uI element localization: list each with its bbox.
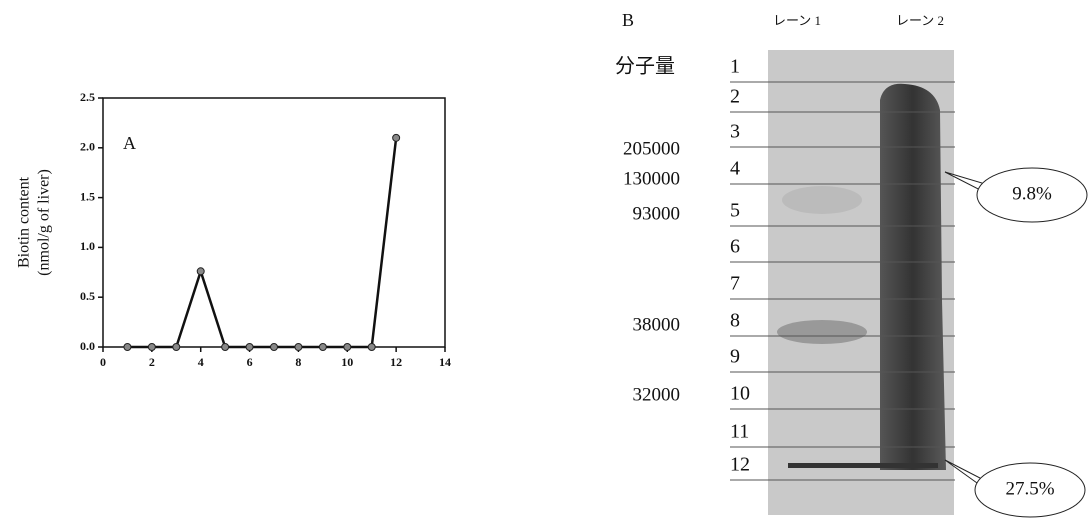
y-tick-label: 0.5 xyxy=(80,289,95,303)
fraction-number: 12 xyxy=(730,454,750,476)
y-tick-label: 1.0 xyxy=(80,239,95,253)
point xyxy=(319,344,326,351)
lane-1-band xyxy=(782,186,862,214)
mw-marker: 32000 xyxy=(633,384,681,405)
x-tick-label: 0 xyxy=(100,355,106,369)
fraction-number: 10 xyxy=(730,383,750,405)
fraction-number: 8 xyxy=(730,310,740,332)
mw-marker: 93000 xyxy=(633,203,681,224)
fraction-number: 9 xyxy=(730,346,740,368)
y-axis-label: Biotin content xyxy=(16,176,33,268)
fraction-number: 5 xyxy=(730,200,740,222)
y-tick-label: 2.0 xyxy=(80,140,95,154)
y-tick-label: 1.5 xyxy=(80,189,95,203)
lane-label: レーン 1 xyxy=(773,13,821,28)
figure: B レーン 1 レーン 2 分子量 0.0 0.5 1.0 1.5 2.0 2.5 0 2 4 6… xyxy=(0,0,1091,519)
x-tick-label: 6 xyxy=(247,355,253,369)
fraction-number: 1 xyxy=(730,56,740,78)
callout-text: 27.5% xyxy=(1005,478,1054,499)
x-tick-label: 4 xyxy=(198,355,204,369)
point xyxy=(295,344,302,351)
mw-marker: 205000 xyxy=(623,138,680,159)
y-tick-label: 0.0 xyxy=(80,339,95,353)
point xyxy=(344,344,351,351)
x-tick-label: 2 xyxy=(149,355,155,369)
point xyxy=(197,268,204,275)
lane-1-band xyxy=(777,320,867,344)
y-tick-label: 2.5 xyxy=(80,90,95,104)
point xyxy=(173,344,180,351)
fraction-number: 3 xyxy=(730,121,740,143)
lane-1-band xyxy=(788,463,938,468)
x-tick-label: 12 xyxy=(390,355,402,369)
mw-marker: 130000 xyxy=(623,168,680,189)
point xyxy=(222,344,229,351)
point xyxy=(124,344,131,351)
fraction-number: 6 xyxy=(730,236,740,258)
x-tick-label: 8 xyxy=(295,355,301,369)
point xyxy=(271,344,278,351)
mw-header: 分子量 xyxy=(615,55,675,78)
fraction-number: 2 xyxy=(730,86,740,108)
point xyxy=(368,344,375,351)
fraction-number: 4 xyxy=(730,158,740,180)
x-tick-label: 14 xyxy=(439,355,451,369)
fraction-number: 11 xyxy=(730,421,749,443)
lane-2-band xyxy=(880,84,946,470)
point xyxy=(148,344,155,351)
line xyxy=(127,138,396,347)
point xyxy=(246,344,253,351)
point xyxy=(393,134,400,141)
callout-text: 9.8% xyxy=(1012,183,1052,204)
y-axis-label: (nmol/g of liver) xyxy=(36,169,53,276)
lane-label: レーン 2 xyxy=(896,13,944,28)
x-tick-label: 10 xyxy=(341,355,353,369)
fraction-number: 7 xyxy=(730,273,740,295)
panel-label: B xyxy=(622,10,634,30)
annotation: A xyxy=(123,133,136,153)
mw-marker: 38000 xyxy=(633,314,681,335)
